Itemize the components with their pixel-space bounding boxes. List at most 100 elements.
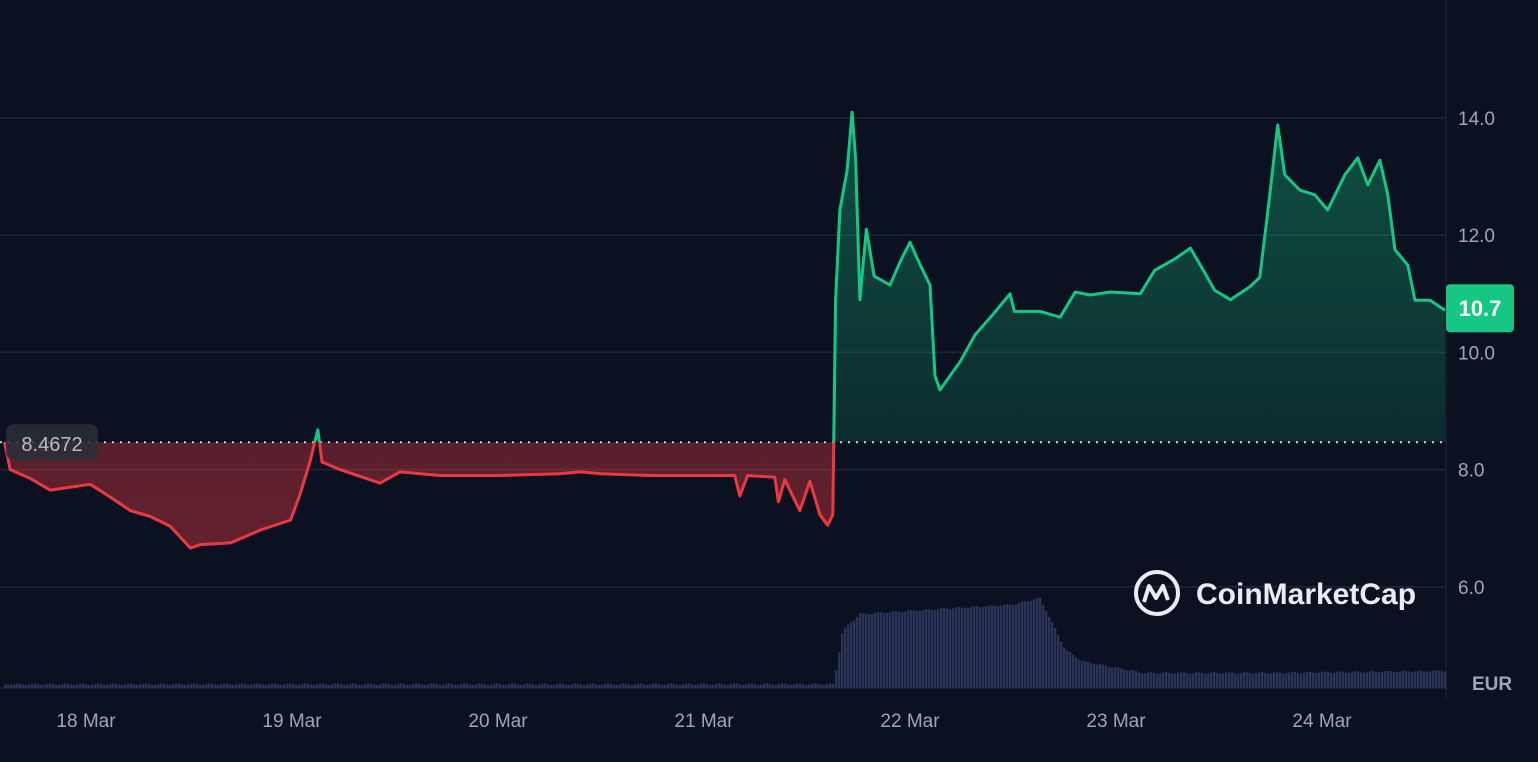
volume-bar	[253, 683, 256, 688]
volume-bar	[301, 683, 304, 688]
volume-bar	[1258, 672, 1261, 688]
volume-bar	[418, 683, 421, 688]
volume-bar	[1093, 664, 1096, 688]
coinmarketcap-logo-icon	[1134, 570, 1180, 616]
volume-bar	[1432, 670, 1435, 688]
volume-bar	[406, 684, 409, 688]
volume-bar	[1369, 671, 1372, 688]
volume-bar	[1024, 601, 1027, 688]
area-below-baseline	[4, 442, 834, 549]
volume-bar	[229, 684, 232, 688]
volume-bar	[769, 683, 772, 688]
volume-bar	[115, 683, 118, 688]
volume-bar	[745, 684, 748, 688]
volume-bar	[1420, 670, 1423, 688]
volume-bar	[649, 684, 652, 688]
volume-bar	[241, 683, 244, 688]
volume-bar	[1183, 672, 1186, 688]
volume-bar	[664, 684, 667, 688]
volume-bar	[496, 683, 499, 688]
volume-bar	[778, 684, 781, 688]
x-tick-label: 19 Mar	[262, 711, 322, 732]
volume-bar	[97, 683, 100, 688]
volume-bar	[472, 684, 475, 688]
price-line-down	[3, 442, 836, 550]
volume-bar	[1165, 672, 1168, 688]
volume-bar	[337, 683, 340, 688]
volume-bar	[274, 683, 277, 688]
volume-bar	[298, 684, 301, 688]
volume-bar	[103, 684, 106, 688]
volume-bar	[142, 683, 145, 688]
volume-bar	[1345, 672, 1348, 688]
volume-bar	[550, 684, 553, 688]
volume-bar	[379, 684, 382, 688]
volume-bar	[172, 684, 175, 688]
volume-bar	[1279, 672, 1282, 688]
volume-bar	[94, 683, 97, 688]
volume-bar	[1003, 604, 1006, 688]
volume-bar	[256, 683, 259, 688]
volume-bar	[223, 683, 226, 688]
volume-bar	[907, 610, 910, 688]
volume-bar	[1180, 672, 1183, 688]
volume-bar	[1378, 672, 1381, 688]
volume-bar	[766, 683, 769, 688]
volume-bar	[202, 684, 205, 688]
volume-bar	[739, 684, 742, 688]
volume-bar	[109, 684, 112, 688]
volume-bar	[1228, 672, 1231, 688]
volume-bar	[667, 684, 670, 688]
volume-bar	[760, 684, 763, 688]
volume-bar	[1309, 671, 1312, 688]
volume-bar	[220, 684, 223, 688]
volume-bar	[988, 605, 991, 688]
volume-bar	[1285, 673, 1288, 688]
volume-bar	[1021, 601, 1024, 688]
volume-bar	[304, 683, 307, 688]
volume-bar	[475, 684, 478, 688]
volume-bar	[1423, 671, 1426, 688]
volume-bar	[1306, 671, 1309, 688]
volume-bar	[118, 684, 121, 688]
volume-bar	[466, 683, 469, 688]
volume-bar	[490, 684, 493, 688]
volume-bar	[1129, 670, 1132, 688]
x-tick-label: 24 Mar	[1292, 711, 1352, 732]
volume-bar	[721, 683, 724, 688]
volume-bar	[625, 683, 628, 688]
volume-bar	[1063, 647, 1066, 688]
volume-bar	[1249, 673, 1252, 688]
volume-bar	[1336, 671, 1339, 688]
volume-bar	[1189, 673, 1192, 688]
volume-bar	[157, 684, 160, 688]
volume-bar	[1411, 672, 1414, 688]
y-tick-labels: 14.0 12.0 10.0 8.0 6.0	[1458, 109, 1495, 599]
volume-bar	[463, 683, 466, 688]
volume-bar	[535, 684, 538, 688]
volume-bar	[271, 683, 274, 688]
volume-bar	[1075, 657, 1078, 688]
volume-bar	[169, 684, 172, 688]
volume-bar	[1045, 611, 1048, 688]
volume-bar	[940, 608, 943, 688]
volume-bar	[82, 683, 85, 688]
volume-bar	[163, 683, 166, 688]
volume-bar	[697, 684, 700, 688]
volume-bars	[4, 597, 1447, 688]
volume-bar	[847, 624, 850, 688]
volume-bar	[1381, 672, 1384, 688]
volume-bar	[397, 683, 400, 688]
volume-bar	[403, 684, 406, 688]
volume-bar	[1444, 671, 1447, 688]
volume-bar	[43, 684, 46, 688]
volume-bar	[706, 684, 709, 688]
svg-text:8.4672: 8.4672	[21, 434, 82, 456]
volume-bar	[1270, 673, 1273, 688]
volume-bar	[91, 684, 94, 688]
volume-bar	[364, 684, 367, 688]
volume-bar	[238, 683, 241, 688]
volume-bar	[631, 684, 634, 688]
volume-bar	[946, 608, 949, 688]
